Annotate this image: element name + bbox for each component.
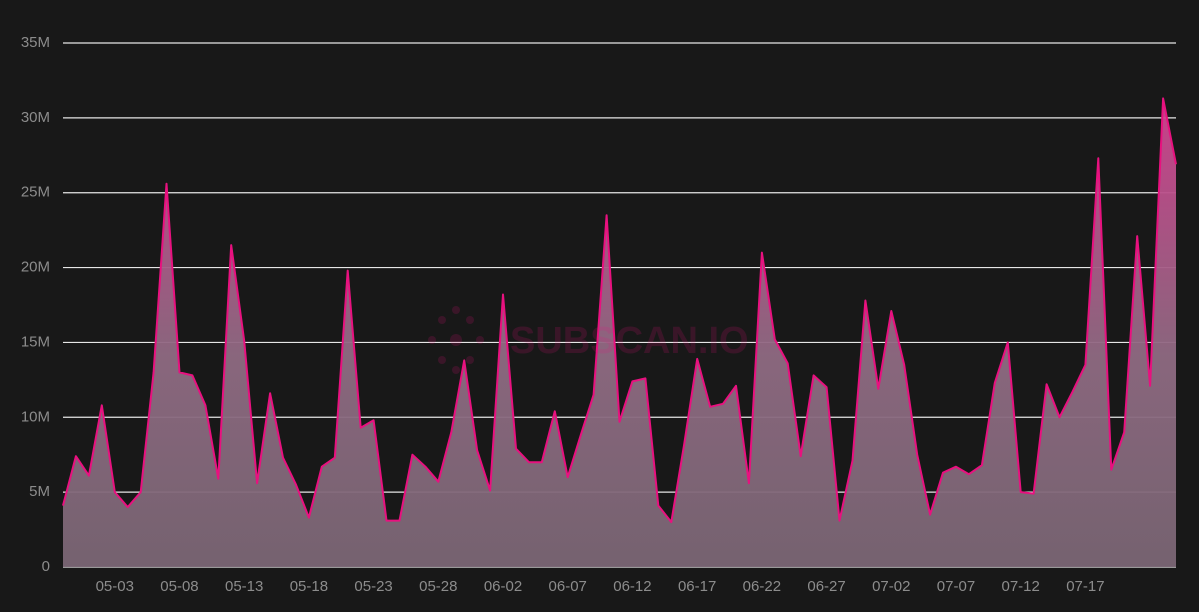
x-tick-label: 07-07 — [937, 578, 975, 595]
y-tick-label: 20M — [21, 259, 50, 276]
x-tick-label: 05-23 — [354, 578, 392, 595]
y-tick-label: 35M — [21, 34, 50, 51]
y-tick-label: 30M — [21, 109, 50, 126]
x-tick-label: 05-28 — [419, 578, 457, 595]
plot: 0 5M 10M 15M 20M 25M 30M 35M 05-03 05-08 05-13 05-1… — [21, 34, 1177, 595]
x-tick-label: 06-27 — [807, 578, 845, 595]
y-tick-label: 0 — [42, 558, 50, 575]
x-tick-label: 05-03 — [96, 578, 134, 595]
x-tick-label: 06-17 — [678, 578, 716, 595]
x-tick-label: 05-08 — [160, 578, 198, 595]
x-tick-label: 05-18 — [290, 578, 328, 595]
x-tick-label: 05-13 — [225, 578, 263, 595]
x-tick-label: 06-07 — [549, 578, 587, 595]
watermark: SUBSCAN.IO — [510, 320, 749, 362]
area-line — [62, 97, 1177, 524]
y-tick-label: 25M — [21, 184, 50, 201]
y-tick-label: 15M — [21, 333, 50, 350]
area-fill — [63, 98, 1176, 568]
x-tick-label: 06-22 — [743, 578, 781, 595]
x-tick-label: 07-17 — [1066, 578, 1104, 595]
x-tick-label: 06-02 — [484, 578, 522, 595]
y-tick-label: 5M — [29, 483, 50, 500]
x-tick-label: 07-02 — [872, 578, 910, 595]
watermark-logo — [428, 306, 484, 374]
x-tick-label: 06-12 — [613, 578, 651, 595]
y-tick-label: 10M — [21, 408, 50, 425]
x-tick-label: 07-12 — [1002, 578, 1040, 595]
